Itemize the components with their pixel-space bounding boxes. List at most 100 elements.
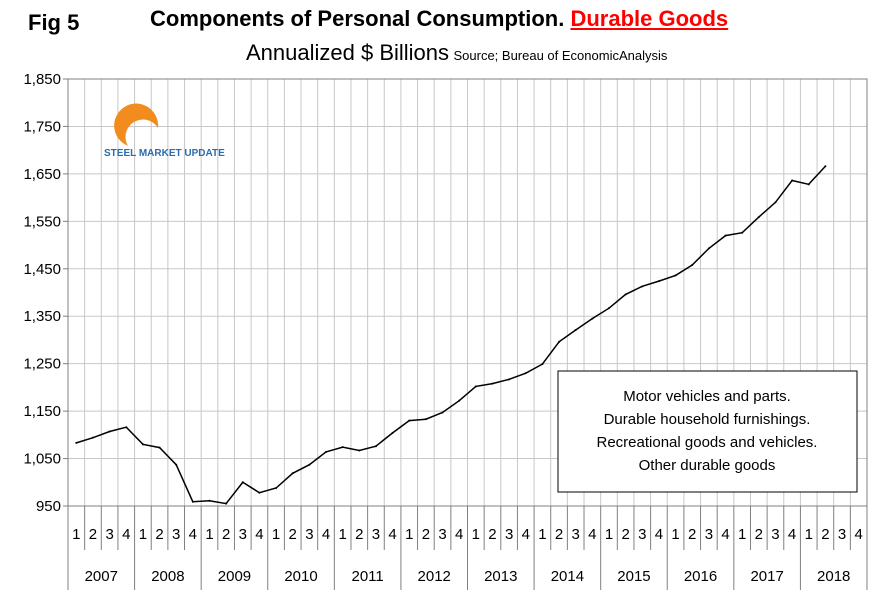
data-point: [208, 499, 211, 502]
quarter-label: 4: [522, 526, 530, 543]
data-point: [657, 280, 660, 283]
data-point: [108, 430, 111, 433]
data-point: [707, 247, 710, 250]
data-point: [91, 436, 94, 439]
quarter-label: 4: [122, 526, 130, 543]
year-label: 2011: [351, 568, 383, 585]
quarter-label: 2: [89, 526, 97, 543]
y-tick-label: 1,750: [23, 118, 61, 135]
data-point: [341, 446, 344, 449]
year-label: 2015: [617, 568, 650, 585]
data-point: [741, 231, 744, 234]
quarter-label: 2: [289, 526, 297, 543]
data-point: [441, 411, 444, 414]
y-tick-label: 1,650: [23, 166, 61, 183]
quarter-label: 1: [272, 526, 280, 543]
year-label: 2012: [418, 568, 451, 585]
annotation-box: Motor vehicles and parts. Durable househ…: [557, 370, 858, 493]
quarter-label: 3: [105, 526, 113, 543]
quarter-label: 2: [555, 526, 563, 543]
quarter-label: 1: [72, 526, 80, 543]
quarter-label: 3: [372, 526, 380, 543]
y-tick-label: 1,850: [23, 71, 61, 88]
y-tick-label: 1,550: [23, 213, 61, 230]
year-label: 2010: [284, 568, 317, 585]
year-label: 2017: [750, 568, 783, 585]
annotation-frame: [557, 370, 858, 493]
quarter-label: 2: [755, 526, 763, 543]
data-point: [591, 317, 594, 320]
data-point: [541, 363, 544, 366]
quarter-label: 4: [788, 526, 796, 543]
quarter-label: 4: [655, 526, 663, 543]
quarter-label: 1: [738, 526, 746, 543]
data-point: [508, 378, 511, 381]
data-point: [374, 445, 377, 448]
quarter-label: 3: [572, 526, 580, 543]
data-point: [524, 372, 527, 375]
quarter-label: 3: [705, 526, 713, 543]
data-point: [258, 491, 261, 494]
quarter-label: 2: [488, 526, 496, 543]
quarter-label: 1: [205, 526, 213, 543]
data-point: [158, 446, 161, 449]
data-point: [191, 500, 194, 503]
quarter-label: 1: [472, 526, 480, 543]
data-point: [358, 449, 361, 452]
quarter-label: 2: [621, 526, 629, 543]
data-point: [491, 382, 494, 385]
annotation-line: Motor vehicles and parts.: [623, 388, 791, 405]
quarter-label: 3: [638, 526, 646, 543]
data-point: [607, 307, 610, 310]
quarter-label: 2: [222, 526, 230, 543]
data-point: [458, 399, 461, 402]
quarter-label: 1: [405, 526, 413, 543]
year-label: 2007: [85, 568, 118, 585]
quarter-label: 4: [721, 526, 729, 543]
data-point: [558, 340, 561, 343]
annotation-line: Durable household furnishings.: [604, 411, 811, 428]
quarter-label: 2: [688, 526, 696, 543]
year-label: 2009: [218, 568, 251, 585]
quarter-label: 3: [438, 526, 446, 543]
y-tick-label: 1,450: [23, 261, 61, 278]
quarter-label: 4: [388, 526, 396, 543]
subtitle-units: Annualized $ Billions: [246, 40, 450, 65]
data-point: [241, 481, 244, 484]
data-point: [824, 165, 827, 168]
y-axis: 950 1,050 1,150 1,250 1,350 1,450 1,550 1,650 1,…: [23, 71, 68, 515]
quarter-label: 4: [455, 526, 463, 543]
y-tick-label: 1,350: [23, 308, 61, 325]
data-point: [424, 418, 427, 421]
annotation-line: Recreational goods and vehicles.: [597, 434, 818, 451]
quarter-label: 1: [338, 526, 346, 543]
data-point: [391, 431, 394, 434]
year-label: 2016: [684, 568, 717, 585]
data-point: [807, 183, 810, 186]
quarter-label: 4: [255, 526, 263, 543]
quarter-label: 1: [605, 526, 613, 543]
data-point: [691, 263, 694, 266]
quarter-label: 3: [172, 526, 180, 543]
data-point: [408, 419, 411, 422]
series-line: [76, 165, 826, 505]
quarter-label: 4: [189, 526, 197, 543]
chart-subtitle: Annualized $ Billions Source; Bureau of …: [246, 40, 667, 66]
data-point: [724, 234, 727, 237]
y-tick-label: 1,250: [23, 356, 61, 373]
quarter-label: 2: [155, 526, 163, 543]
logo-swoosh-icon: [114, 103, 159, 146]
data-point: [641, 285, 644, 288]
quarter-label: 3: [838, 526, 846, 543]
y-tick-label: 1,150: [23, 403, 61, 420]
quarter-label: 3: [505, 526, 513, 543]
data-point: [225, 502, 228, 505]
quarter-label: 3: [771, 526, 779, 543]
data-point: [291, 472, 294, 475]
annotation-line: Other durable goods: [639, 457, 776, 474]
source-note: Source; Bureau of EconomicAnalysis: [453, 48, 668, 63]
data-point: [275, 486, 278, 489]
data-point: [474, 385, 477, 388]
